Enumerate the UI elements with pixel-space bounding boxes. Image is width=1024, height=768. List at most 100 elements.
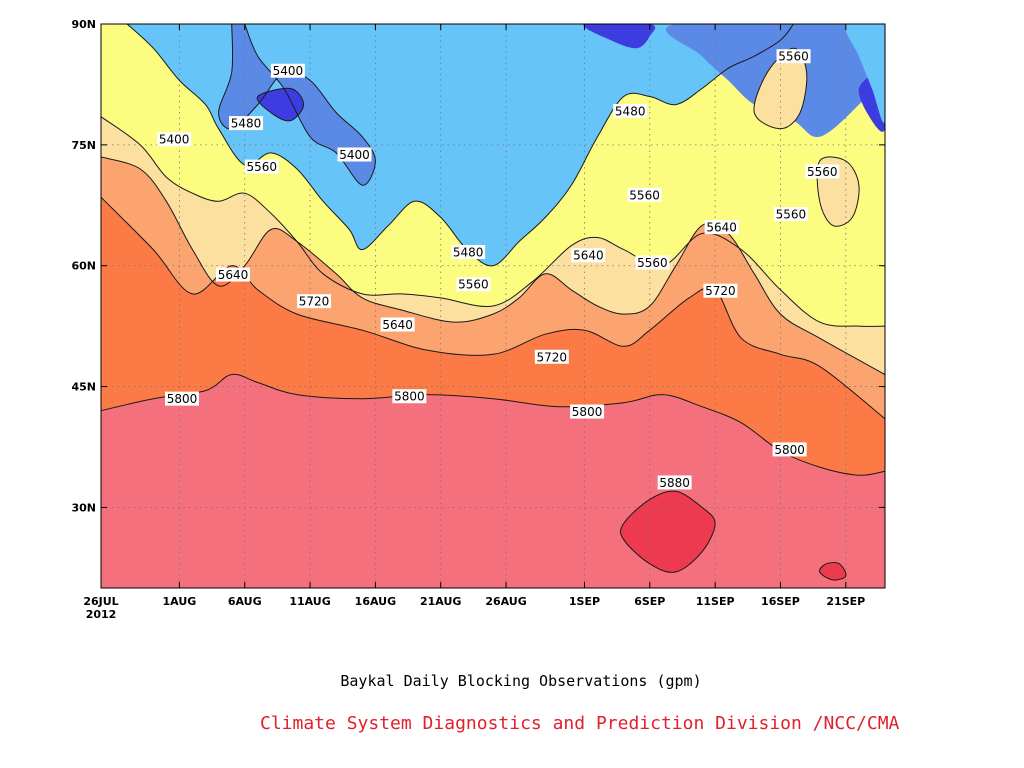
contour-label-box bbox=[635, 255, 670, 270]
contour-label-box bbox=[704, 220, 739, 235]
x-tick-label: 21SEP bbox=[826, 595, 865, 608]
contour-label: 5880 bbox=[657, 475, 692, 490]
contour-label-box bbox=[772, 442, 807, 457]
band-above-5880 bbox=[620, 491, 716, 573]
contour-label-text: 5400 bbox=[339, 148, 370, 162]
contour-label-text: 5640 bbox=[573, 249, 604, 263]
contour-label-box bbox=[165, 391, 200, 406]
contour-label: 5800 bbox=[570, 404, 605, 419]
contour-label-box bbox=[296, 294, 331, 309]
contour-label: 5560 bbox=[776, 49, 811, 64]
contour-label: 5640 bbox=[704, 220, 739, 235]
contour-label-box bbox=[570, 404, 605, 419]
x-tick-sublabel: 2012 bbox=[86, 608, 117, 621]
x-tick-label: 21AUG bbox=[420, 595, 461, 608]
contour-label: 5800 bbox=[392, 389, 427, 404]
contour-label: 5400 bbox=[157, 132, 192, 147]
contour-label: 5560 bbox=[635, 255, 670, 270]
contour-label: 5800 bbox=[165, 391, 200, 406]
y-tick-label: 45N bbox=[71, 381, 96, 394]
contour-label-text: 5800 bbox=[167, 392, 198, 406]
contour-label: 5400 bbox=[270, 63, 305, 78]
contour-label-box bbox=[392, 389, 427, 404]
contour-label-text: 5480 bbox=[231, 117, 262, 131]
contour-label-text: 5560 bbox=[807, 165, 838, 179]
band-5560-5640-north bbox=[753, 48, 807, 129]
contour-label-text: 5480 bbox=[615, 105, 646, 119]
contour-label-box bbox=[613, 104, 648, 119]
contour-label-text: 5560 bbox=[778, 50, 809, 64]
x-tick-label: 16AUG bbox=[355, 595, 396, 608]
contour-label-text: 5880 bbox=[659, 476, 690, 490]
contour-label-text: 5560 bbox=[246, 160, 277, 174]
band-above-5880-east bbox=[819, 562, 846, 581]
contour-label-box bbox=[380, 317, 415, 332]
contour-label-box bbox=[657, 475, 692, 490]
contour-label: 5800 bbox=[772, 442, 807, 457]
contour-label-box bbox=[337, 147, 372, 162]
contour-label-text: 5560 bbox=[629, 188, 660, 202]
contour-label-text: 5480 bbox=[453, 246, 484, 260]
contour-label-text: 5800 bbox=[774, 443, 805, 457]
contour-label-box bbox=[157, 132, 192, 147]
contour-label-text: 5640 bbox=[706, 221, 737, 235]
contour-label: 5560 bbox=[805, 164, 840, 179]
x-tick-label: 11AUG bbox=[289, 595, 330, 608]
x-tick-label: 26AUG bbox=[485, 595, 526, 608]
contour-label: 5560 bbox=[627, 187, 662, 202]
contour-label-box bbox=[776, 49, 811, 64]
credit-text: Climate System Diagnostics and Predictio… bbox=[260, 713, 900, 734]
contour-label-text: 5720 bbox=[705, 284, 736, 298]
contour-label-text: 5640 bbox=[382, 318, 413, 332]
x-tick-label: 1SEP bbox=[569, 595, 600, 608]
contour-label-box bbox=[534, 349, 569, 364]
contour-label-box bbox=[773, 207, 808, 222]
blocking-contour-chart: 5400 5400 5400 5480 5480 5480 5560 5560 5560 5560… bbox=[71, 18, 886, 621]
contour-label-text: 5720 bbox=[299, 295, 330, 309]
x-tick-label: 6AUG bbox=[228, 595, 262, 608]
contour-label-text: 5400 bbox=[159, 133, 190, 147]
contour-label-box bbox=[451, 245, 486, 260]
contour-5320 bbox=[256, 87, 305, 122]
contour-label-box bbox=[571, 248, 606, 263]
contour-label-text: 5800 bbox=[394, 390, 425, 404]
contour-label-text: 5400 bbox=[273, 64, 304, 78]
band-5400-5480-east bbox=[844, 24, 885, 123]
contour-label: 5640 bbox=[215, 267, 250, 282]
contour-label-text: 5800 bbox=[572, 405, 603, 419]
contour-label-text: 5720 bbox=[537, 350, 568, 364]
band-below-5320-north bbox=[583, 24, 656, 49]
contour-label: 5720 bbox=[534, 349, 569, 364]
contour-5560-east bbox=[816, 156, 860, 227]
x-tick-label: 6SEP bbox=[634, 595, 665, 608]
contour-5560-north bbox=[753, 47, 808, 130]
contour-label: 5640 bbox=[380, 317, 415, 332]
contour-label: 5480 bbox=[229, 116, 264, 131]
contour-label: 5480 bbox=[451, 245, 486, 260]
contour-label: 5720 bbox=[703, 283, 738, 298]
contour-label-text: 5560 bbox=[637, 256, 668, 270]
contour-label-text: 5560 bbox=[458, 278, 489, 292]
contour-label: 5480 bbox=[613, 104, 648, 119]
y-tick-label: 30N bbox=[71, 501, 96, 514]
contour-label: 5560 bbox=[773, 207, 808, 222]
y-tick-label: 60N bbox=[71, 260, 96, 273]
contour-label-box bbox=[215, 267, 250, 282]
x-tick-label: 11SEP bbox=[696, 595, 735, 608]
contour-label-box bbox=[270, 63, 305, 78]
y-tick-label: 90N bbox=[71, 18, 96, 31]
x-tick-label: 26JUL bbox=[83, 595, 118, 608]
contour-label-text: 5560 bbox=[776, 208, 807, 222]
contour-5720 bbox=[101, 196, 885, 420]
contour-5480 bbox=[126, 24, 794, 267]
contour-5560 bbox=[101, 116, 885, 327]
contour-label: 5560 bbox=[244, 159, 279, 174]
contour-label-box bbox=[456, 277, 491, 292]
contour-label-box bbox=[244, 159, 279, 174]
y-tick-label: 75N bbox=[71, 139, 96, 152]
plot-frame bbox=[100, 23, 886, 589]
contour-label: 5720 bbox=[296, 294, 331, 309]
contour-label-box bbox=[703, 283, 738, 298]
contour-5400 bbox=[218, 24, 376, 186]
contour-label: 5640 bbox=[571, 248, 606, 263]
